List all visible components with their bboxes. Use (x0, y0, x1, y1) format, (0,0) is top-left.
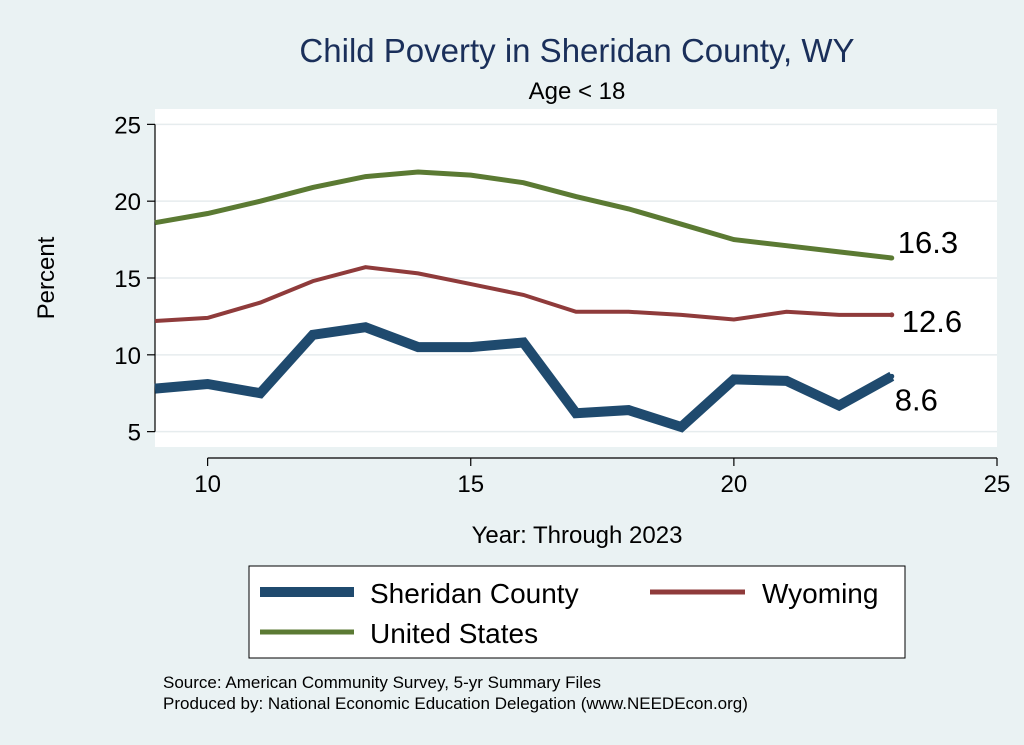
legend-item-sheridan-county: Sheridan County (260, 578, 579, 609)
legend-label-wyoming: Wyoming (762, 578, 878, 609)
source-note: Source: American Community Survey, 5-yr … (163, 673, 601, 692)
legend-label-sheridan-county: Sheridan County (370, 578, 579, 609)
y-axis: 5 10 15 20 25 (114, 112, 156, 447)
y-axis-title: Percent (33, 236, 60, 319)
x-axis: 10 15 20 25 (194, 457, 1011, 498)
legend-label-united-states: United States (370, 618, 538, 649)
end-marker-sheridan-county (889, 373, 895, 379)
legend-box (248, 565, 906, 659)
end-labels: 16.3 12.6 8.6 (895, 225, 962, 417)
end-label-united-states: 16.3 (898, 225, 958, 260)
x-axis-title: Year: Through 2023 (472, 522, 683, 549)
x-tick-label-15: 15 (457, 471, 484, 498)
x-tick-label-10: 10 (194, 471, 221, 498)
y-tick-label-15: 15 (114, 266, 141, 293)
legend-item-united-states: United States (260, 618, 538, 649)
y-tick-label-5: 5 (128, 420, 141, 447)
end-label-sheridan-county: 8.6 (895, 382, 938, 417)
legend-item-wyoming: Wyoming (650, 578, 878, 609)
chart-subtitle: Age < 18 (529, 78, 626, 105)
end-marker-united-states (889, 255, 895, 261)
y-tick-label-20: 20 (114, 189, 141, 216)
end-marker-wyoming (889, 312, 895, 318)
x-tick-label-20: 20 (721, 471, 748, 498)
series-line-sheridan-county (154, 322, 895, 433)
series-lines (154, 169, 895, 433)
x-tick-label-25: 25 (984, 471, 1011, 498)
chart-title: Child Poverty in Sheridan County, WY (299, 32, 854, 69)
end-label-wyoming: 12.6 (902, 304, 962, 339)
series-line-wyoming (154, 265, 892, 323)
producer-note: Produced by: National Economic Education… (163, 694, 748, 713)
y-tick-label-25: 25 (114, 112, 141, 139)
series-line-united-states (154, 169, 893, 261)
y-tick-label-10: 10 (114, 343, 141, 370)
